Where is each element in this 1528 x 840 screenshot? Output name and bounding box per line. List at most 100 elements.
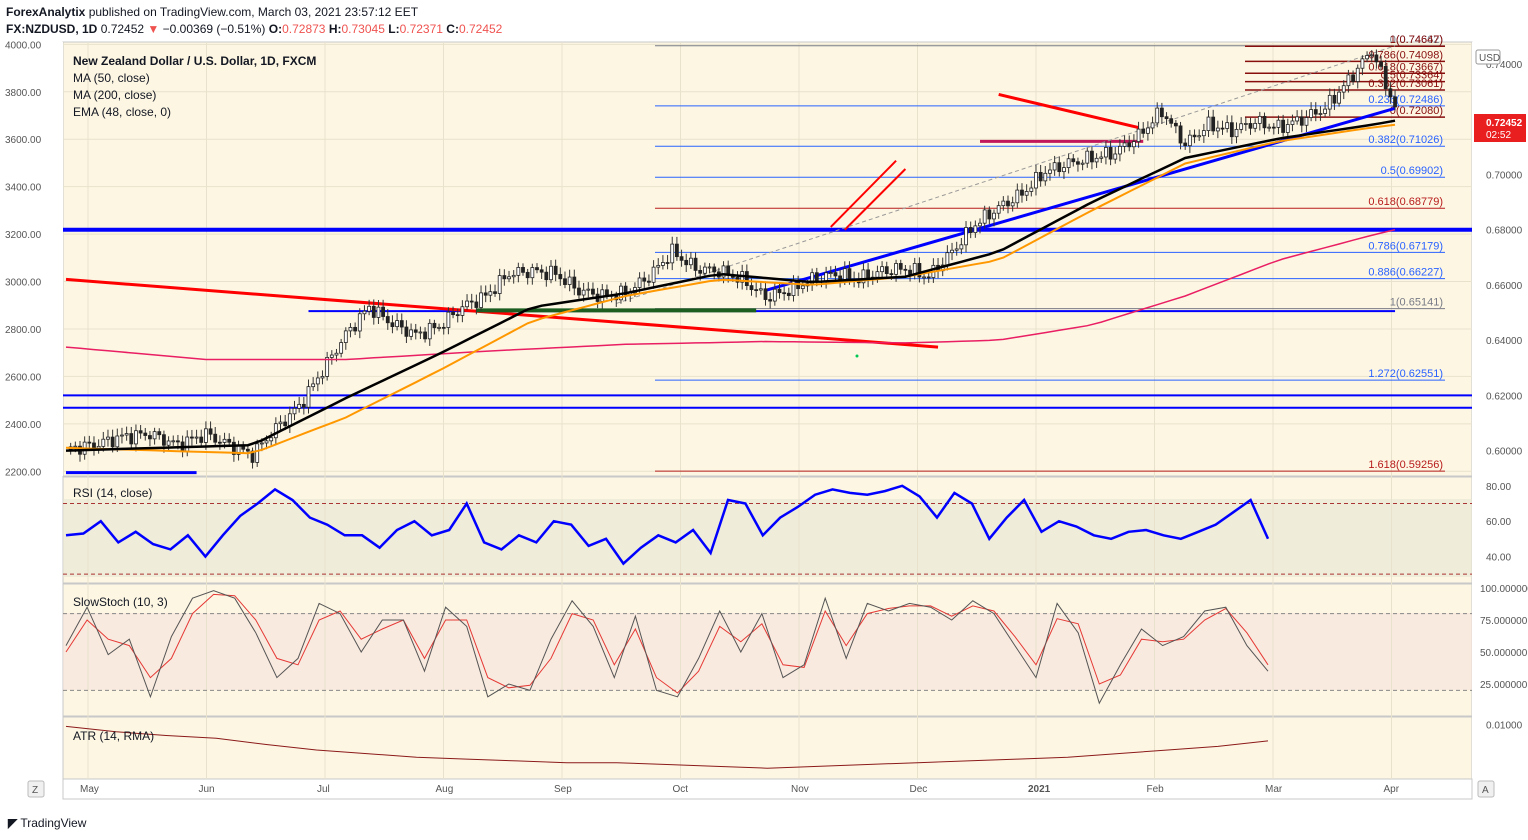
candle-body	[1094, 157, 1099, 163]
candle-body	[199, 436, 204, 443]
z-button[interactable]	[27, 780, 45, 798]
candle-body	[670, 243, 675, 264]
candle-body	[679, 256, 684, 261]
candle-body	[1010, 202, 1015, 207]
candle-body	[996, 205, 1001, 214]
candle-body	[409, 329, 413, 337]
candle-body	[166, 440, 171, 446]
candle-body	[465, 300, 469, 308]
candle-body	[581, 289, 586, 296]
candle-body	[479, 292, 483, 308]
fib-label-b: 1(0.74647)	[1390, 34, 1443, 46]
candle-body	[227, 438, 232, 443]
candle-body	[954, 248, 959, 251]
candle-body	[814, 272, 819, 282]
candle-body	[455, 314, 460, 317]
stoch-d-line	[65, 593, 1269, 694]
a-button[interactable]	[1477, 780, 1495, 798]
left-axis[interactable]	[0, 42, 63, 476]
ema48-line	[65, 123, 1396, 455]
candle-body	[87, 441, 92, 444]
candle-body	[1332, 94, 1337, 104]
tradingview-footer[interactable]: ◤ TradingView	[8, 816, 86, 830]
candle-body	[511, 274, 516, 278]
candle-body	[185, 436, 190, 452]
candle-body	[1155, 107, 1160, 124]
candle-body	[623, 285, 628, 296]
candle-body	[1351, 74, 1355, 82]
candle-body	[245, 448, 250, 452]
candle-body	[1304, 117, 1309, 126]
fib-label: 1.618(0.59256)	[1368, 459, 1443, 471]
fib-diagonal	[616, 45, 1396, 304]
candle-body	[1341, 85, 1346, 93]
candle-body	[674, 243, 679, 258]
left-tick-label: 3000.00	[5, 278, 42, 289]
axis-labels: 4000.00 3800.00 3600.00 3400.00 3200.00 3000.…	[5, 40, 1528, 795]
candle-body	[437, 326, 441, 329]
candle-body	[1080, 162, 1085, 165]
tradingview-logo-icon: ◤	[8, 816, 18, 830]
candle-body	[1187, 134, 1192, 147]
candle-body	[828, 272, 833, 274]
atr-pane[interactable]	[62, 716, 1473, 780]
candle-body	[1090, 150, 1094, 163]
left-tick-label: 3400.00	[5, 183, 42, 194]
candle-body	[861, 269, 866, 284]
candle-body	[665, 262, 670, 264]
candle-body	[357, 313, 362, 332]
ma200-line	[65, 228, 1396, 361]
main-pane[interactable]	[62, 41, 1473, 477]
candle-body	[278, 421, 283, 425]
candle-body	[842, 268, 847, 281]
time-tick-label: Jun	[199, 784, 215, 795]
candle-body	[1164, 116, 1169, 120]
fib-label-b: 0(0.72080)	[1390, 105, 1443, 117]
stoch-tick-label: 25.000000	[1480, 680, 1528, 691]
candle-body	[1276, 119, 1281, 128]
time-axis[interactable]	[62, 778, 1473, 800]
time-tick-label: Apr	[1384, 784, 1400, 795]
candle-body	[1393, 96, 1397, 108]
rsi-tick-label: 40.00	[1486, 553, 1511, 564]
candle-body	[1313, 109, 1318, 115]
candle-body	[758, 288, 763, 291]
candle-body	[413, 329, 418, 333]
candle-body	[1281, 119, 1286, 133]
rsi-legend: RSI (14, close)	[73, 486, 152, 500]
candle-body	[1118, 145, 1122, 155]
candle-body	[157, 431, 162, 436]
candle-body	[273, 423, 278, 439]
right-axis[interactable]	[1472, 42, 1528, 779]
candle-body	[1071, 158, 1076, 163]
stoch-band	[63, 613, 1472, 690]
candle-body	[1197, 135, 1202, 138]
candle-body	[959, 244, 964, 250]
candle-body	[1388, 88, 1393, 98]
fib-label-b: 0.786(0.74098)	[1368, 49, 1443, 61]
candle-body	[325, 357, 330, 377]
candle-body	[586, 288, 591, 291]
time-tick-label: 2021	[1028, 784, 1051, 795]
fib-label: 1.272(0.62551)	[1368, 368, 1443, 380]
candle-body	[647, 280, 651, 283]
candle-body	[693, 257, 698, 271]
candle-body	[1052, 162, 1057, 171]
candle-body	[847, 268, 852, 280]
close-value: 0.72452	[458, 22, 503, 36]
rsi-tick-label: 80.00	[1486, 482, 1511, 493]
candle-body	[1267, 126, 1272, 129]
last-price: 0.72452	[100, 22, 145, 36]
currency-button[interactable]	[1475, 49, 1501, 65]
candle-body	[1108, 147, 1113, 160]
candle-body	[1159, 107, 1164, 118]
down-arrow-icon: ▼	[147, 22, 160, 36]
candle-body	[1271, 126, 1276, 129]
atr-line	[65, 725, 1269, 769]
candle-body	[1211, 116, 1216, 132]
candle-body	[120, 434, 124, 437]
candle-body	[1262, 115, 1267, 129]
right-tick-label: 0.70000	[1486, 171, 1523, 182]
candle-body	[563, 278, 567, 285]
